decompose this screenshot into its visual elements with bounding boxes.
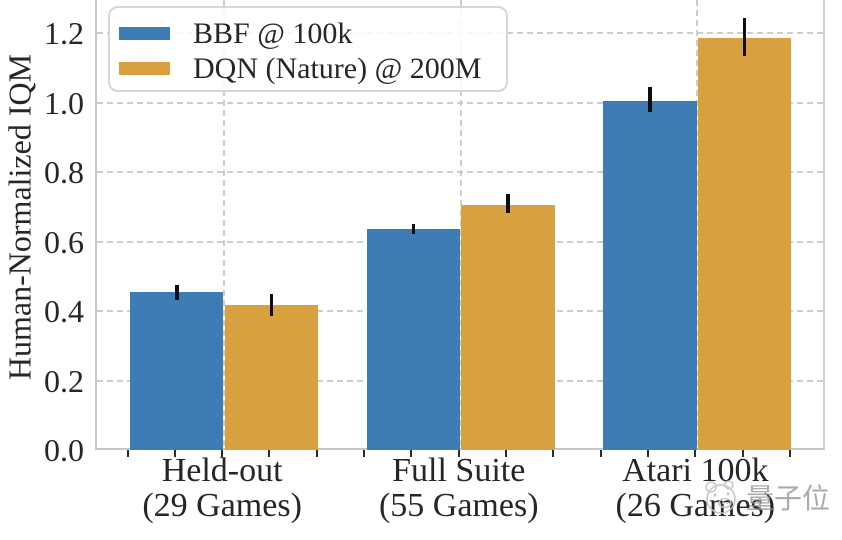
y-tick-label: 0.4 bbox=[44, 293, 84, 329]
x-category-label: Held-out (29 Games) bbox=[62, 453, 382, 523]
legend-swatch-bbf bbox=[119, 27, 170, 40]
x-tick bbox=[126, 450, 129, 457]
y-tick-label: 0.0 bbox=[44, 432, 84, 468]
errorbar-dqn-nature-200m-atari-100k bbox=[742, 18, 747, 56]
legend-item-dqn: DQN (Nature) @ 200M bbox=[119, 51, 506, 86]
legend-label-bbf: BBF @ 100k bbox=[193, 16, 353, 50]
x-tick bbox=[599, 450, 602, 457]
errorbar-bbf-100k-atari-100k bbox=[648, 86, 652, 113]
x-tick bbox=[410, 450, 413, 457]
x-tick bbox=[505, 450, 508, 457]
x-label-line2: (55 Games) bbox=[378, 487, 539, 524]
x-label-line1: Atari 100k bbox=[622, 452, 769, 489]
x-label-line2: (29 Games) bbox=[142, 487, 302, 524]
y-tick-label: 1.2 bbox=[44, 15, 84, 51]
x-tick bbox=[457, 450, 460, 457]
x-tick bbox=[173, 450, 176, 457]
x-tick bbox=[315, 450, 318, 457]
x-tick bbox=[221, 450, 224, 457]
x-tick bbox=[363, 450, 366, 457]
gridline-vertical bbox=[696, 0, 699, 448]
x-category-label: Atari 100k (26 Games) bbox=[535, 453, 842, 523]
legend-label-dqn: DQN (Nature) @ 200M bbox=[193, 51, 482, 85]
x-tick bbox=[694, 450, 697, 457]
errorbar-bbf-100k-held-out bbox=[175, 284, 179, 300]
x-tick bbox=[552, 450, 555, 457]
x-tick bbox=[741, 450, 744, 457]
legend: BBF @ 100k DQN (Nature) @ 200M bbox=[108, 6, 508, 92]
bar-bbf-100k-atari-100k bbox=[603, 100, 697, 450]
bar-dqn-nature-200m-full-suite bbox=[461, 205, 555, 450]
gridline-vertical bbox=[223, 0, 226, 448]
y-tick-label: 1.0 bbox=[44, 84, 84, 121]
errorbar-bbf-100k-full-suite bbox=[411, 223, 416, 235]
bar-bbf-100k-full-suite bbox=[366, 229, 460, 450]
errorbar-dqn-nature-200m-held-out bbox=[269, 293, 274, 316]
plot-area bbox=[95, 0, 825, 450]
y-tick-label: 0.6 bbox=[44, 223, 84, 260]
gridline-vertical bbox=[459, 0, 462, 448]
x-label-line1: Held-out bbox=[161, 452, 283, 489]
y-tick-label: 0.2 bbox=[44, 362, 84, 399]
bar-bbf-100k-held-out bbox=[130, 291, 224, 450]
bar-dqn-nature-200m-held-out bbox=[224, 305, 318, 450]
x-tick bbox=[647, 450, 650, 457]
x-category-label: Full Suite (55 Games) bbox=[299, 453, 619, 523]
bar-dqn-nature-200m-atari-100k bbox=[698, 38, 792, 450]
y-tick-label: 0.8 bbox=[44, 154, 84, 190]
x-tick bbox=[268, 450, 271, 457]
legend-item-bbf: BBF @ 100k bbox=[119, 16, 506, 51]
x-label-line2: (26 Games) bbox=[615, 487, 776, 524]
errorbar-dqn-nature-200m-full-suite bbox=[506, 193, 510, 214]
x-tick bbox=[788, 450, 791, 457]
legend-swatch-dqn bbox=[119, 62, 170, 75]
x-label-line1: Full Suite bbox=[392, 452, 526, 489]
